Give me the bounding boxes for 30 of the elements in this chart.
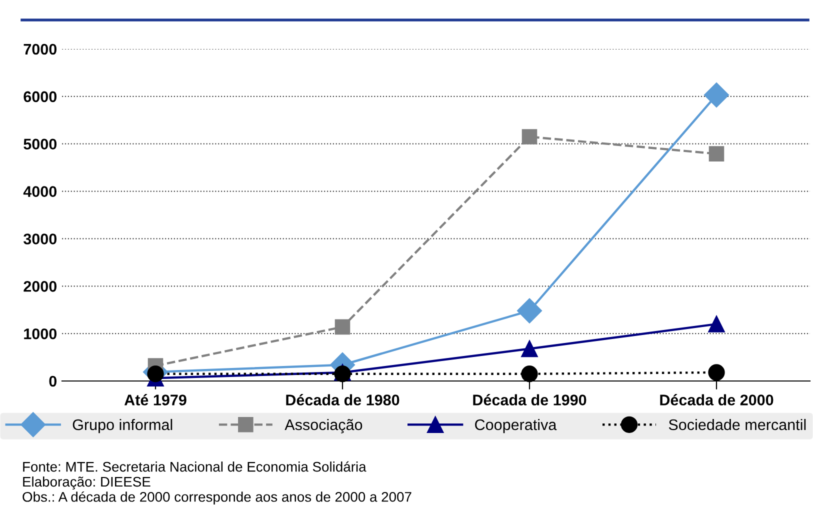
- legend-label: Associação: [284, 418, 362, 434]
- text: Obs.: A década de 2000 corresponde aos anos de 2000 a 2007: [22, 491, 412, 505]
- legend-label: Cooperativa: [475, 418, 557, 434]
- x-tick-label: Década de 1980: [286, 394, 400, 406]
- text: Elaboração: DIEESE: [23, 476, 150, 490]
- source-note: Fonte: MTE. Secretaria Nacional de Economia Solidária: [23, 461, 366, 472]
- y-tick-label: 5000: [24, 138, 57, 150]
- y-tick-label: 0: [49, 376, 57, 387]
- point: [704, 82, 729, 108]
- x-tick-label: Até 1979: [124, 394, 186, 406]
- x-tick-label: Década de 1990: [473, 394, 586, 406]
- y-tick-label: 1000: [24, 328, 57, 340]
- point: [708, 364, 725, 381]
- y-tick-label: 7000: [24, 44, 57, 55]
- legend-label: Sociedade mercantil: [668, 418, 806, 430]
- y-tick-label: 6000: [24, 91, 57, 102]
- point: [708, 316, 725, 332]
- point: [521, 340, 538, 358]
- legend-label: Grupo informal: [72, 418, 172, 434]
- point: [334, 366, 351, 382]
- point: [517, 298, 542, 324]
- point: [708, 146, 724, 162]
- x-tick-label: Década de 2000: [660, 394, 774, 406]
- y-tick-label: 4000: [23, 186, 57, 197]
- y-tick-label: 3000: [24, 234, 57, 244]
- point: [521, 366, 538, 382]
- point: [147, 366, 164, 382]
- point: [334, 319, 350, 335]
- point: [522, 129, 538, 144]
- y-tick-label: 2000: [24, 281, 57, 292]
